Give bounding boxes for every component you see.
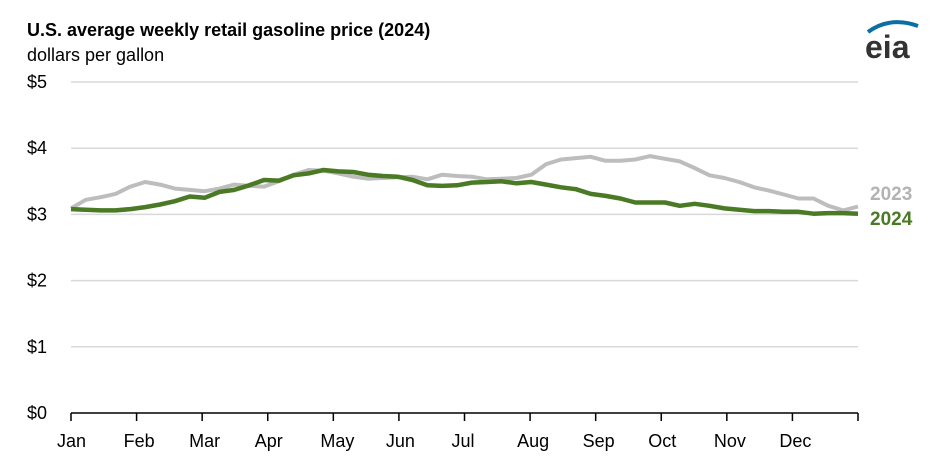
legend-label-2024: 2024 bbox=[870, 209, 913, 230]
x-tick-label: Oct bbox=[648, 431, 676, 451]
x-tick-label: Mar bbox=[189, 431, 220, 451]
y-tick-label: $2 bbox=[27, 271, 47, 291]
series-line-2023 bbox=[69, 154, 859, 213]
legend-label-2023: 2023 bbox=[870, 184, 912, 205]
x-tick-label: Jun bbox=[386, 431, 415, 451]
x-tick-label: Jan bbox=[57, 431, 86, 451]
chart-subtitle: dollars per gallon bbox=[27, 45, 165, 65]
x-tick-label: Aug bbox=[517, 431, 549, 451]
series-line-2024 bbox=[70, 167, 859, 216]
x-tick-label: Apr bbox=[255, 431, 283, 451]
x-tick-label: Dec bbox=[779, 431, 811, 451]
chart-title: U.S. average weekly retail gasoline pric… bbox=[27, 20, 431, 40]
x-tick-label: Feb bbox=[124, 431, 155, 451]
y-tick-label: $1 bbox=[27, 337, 47, 357]
svg-text:eia: eia bbox=[865, 29, 910, 62]
x-tick-label: May bbox=[320, 431, 354, 451]
y-tick-label: $5 bbox=[27, 72, 47, 92]
y-tick-label: $0 bbox=[27, 403, 47, 423]
eia-logo: eia bbox=[862, 14, 922, 67]
x-tick-label: Jul bbox=[452, 431, 475, 451]
y-tick-label: $3 bbox=[27, 204, 47, 224]
x-tick-label: Sep bbox=[583, 431, 615, 451]
x-tick-label: Nov bbox=[714, 431, 746, 451]
y-tick-label: $4 bbox=[27, 138, 47, 158]
